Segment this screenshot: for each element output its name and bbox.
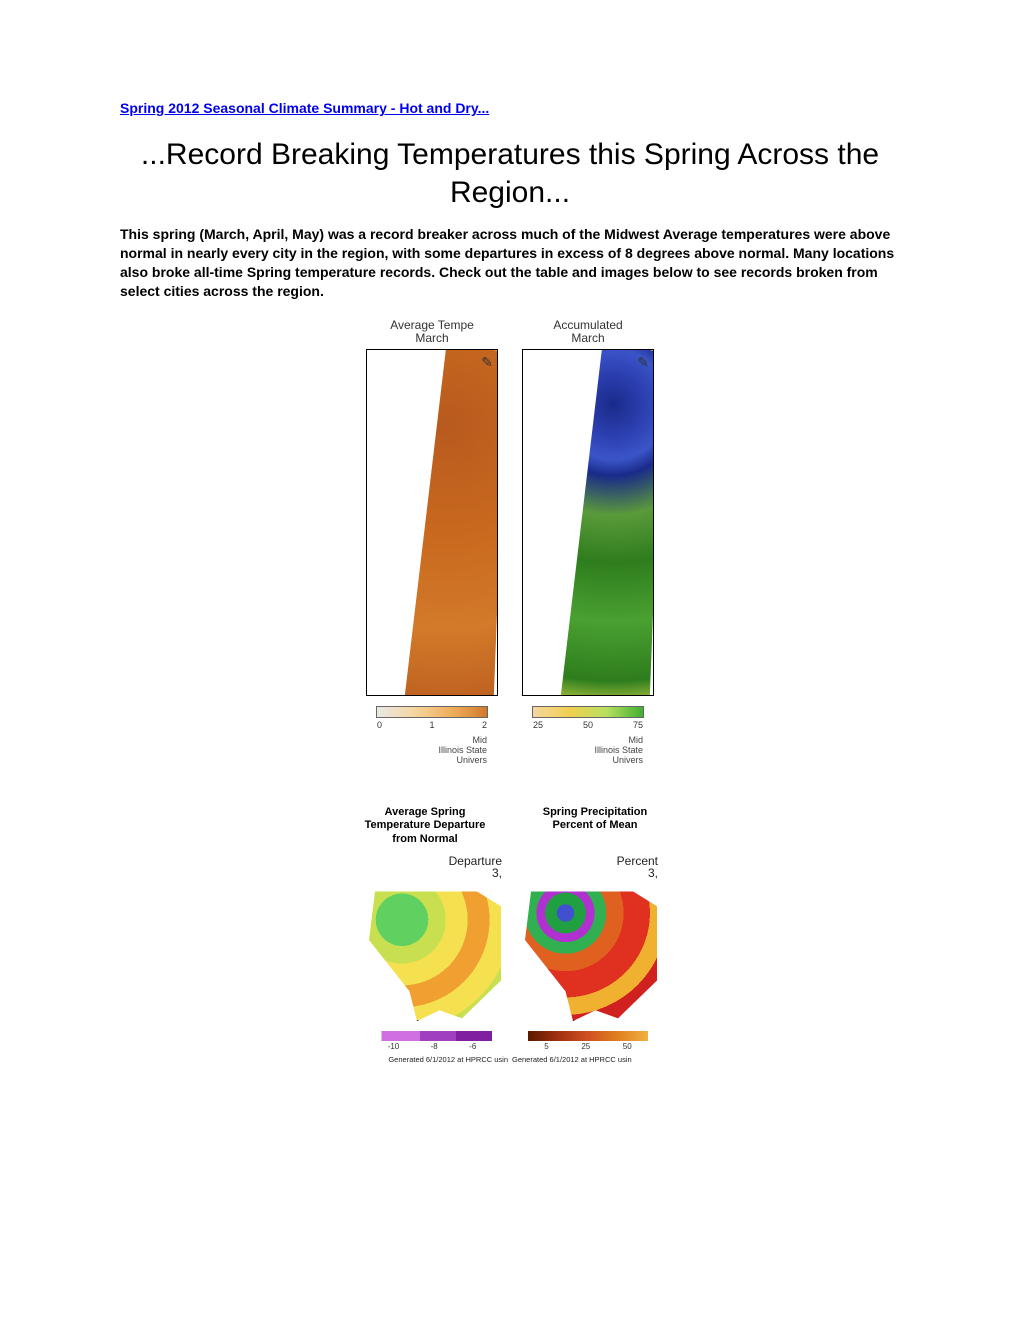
percent-map-outline xyxy=(513,886,663,1021)
page-title: ...Record Breaking Temperatures this Spr… xyxy=(120,136,900,211)
page-container: Spring 2012 Seasonal Climate Summary - H… xyxy=(120,100,900,1064)
percent-legend xyxy=(528,1031,648,1041)
precip-legend-ticks: 25 50 75 xyxy=(533,720,643,730)
intro-paragraph: This spring (March, April, May) was a re… xyxy=(120,225,900,301)
temp-map-title: Average Tempe March xyxy=(390,319,474,345)
temp-map-frame: ✎ xyxy=(366,349,498,696)
departure-panel: Departure 3, -10 -8 -6 xyxy=(357,855,507,1051)
generation-note-row: Generated 6/1/2012 at HPRCC usin Generat… xyxy=(120,1051,900,1064)
departure-legend-ticks: -10 -8 -6 xyxy=(372,1042,492,1051)
precip-map-title: Accumulated March xyxy=(553,319,622,345)
temp-legend xyxy=(376,706,488,718)
col-label-left: Average Spring Temperature Departure fro… xyxy=(355,806,495,847)
gen-note-right: Generated 6/1/2012 at HPRCC usin xyxy=(512,1055,632,1064)
map-annotation-icon: ✎ xyxy=(637,354,649,371)
map-row-1: Average Tempe March ✎ 0 1 2 Mid Illinois… xyxy=(120,319,900,766)
percent-panel: Percent 3, 5 25 50 xyxy=(513,855,663,1051)
map-annotation-icon: ✎ xyxy=(481,354,493,371)
temp-map-panel: Average Tempe March ✎ 0 1 2 Mid Illinois… xyxy=(357,319,507,766)
percent-legend-ticks: 5 25 50 xyxy=(528,1042,648,1051)
gen-note-left: Generated 6/1/2012 at HPRCC usin xyxy=(388,1055,508,1064)
departure-title: Departure 3, xyxy=(362,855,502,880)
percent-title: Percent 3, xyxy=(518,855,658,880)
col-label-right: Spring Precipitation Percent of Mean xyxy=(525,806,665,847)
precip-map-shape xyxy=(522,349,654,696)
departure-map xyxy=(357,886,507,1021)
column-labels: Average Spring Temperature Departure fro… xyxy=(120,806,900,847)
precip-map-panel: Accumulated March ✎ 25 50 75 Mid Illinoi… xyxy=(513,319,663,766)
percent-map xyxy=(513,886,663,1021)
departure-legend xyxy=(372,1031,492,1041)
temp-map-shape xyxy=(366,349,498,696)
precip-map-frame: ✎ xyxy=(522,349,654,696)
precip-attribution: Mid Illinois State Univers xyxy=(533,736,643,766)
departure-map-outline xyxy=(357,886,507,1021)
precip-legend xyxy=(532,706,644,718)
summary-link[interactable]: Spring 2012 Seasonal Climate Summary - H… xyxy=(120,100,489,116)
temp-attribution: Mid Illinois State Univers xyxy=(377,736,487,766)
temp-legend-ticks: 0 1 2 xyxy=(377,720,487,730)
map-row-2: Departure 3, -10 -8 -6 Percent 3, 5 25 xyxy=(120,855,900,1051)
